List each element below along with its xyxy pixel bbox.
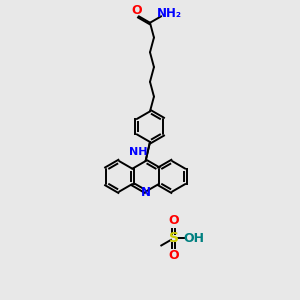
Text: O: O (131, 4, 142, 17)
Text: NH: NH (129, 146, 148, 157)
Text: O: O (168, 214, 179, 227)
Text: S: S (169, 231, 178, 245)
Text: O: O (168, 249, 179, 262)
Text: OH: OH (184, 232, 205, 245)
Text: N: N (141, 186, 151, 199)
Text: NH₂: NH₂ (157, 7, 182, 20)
